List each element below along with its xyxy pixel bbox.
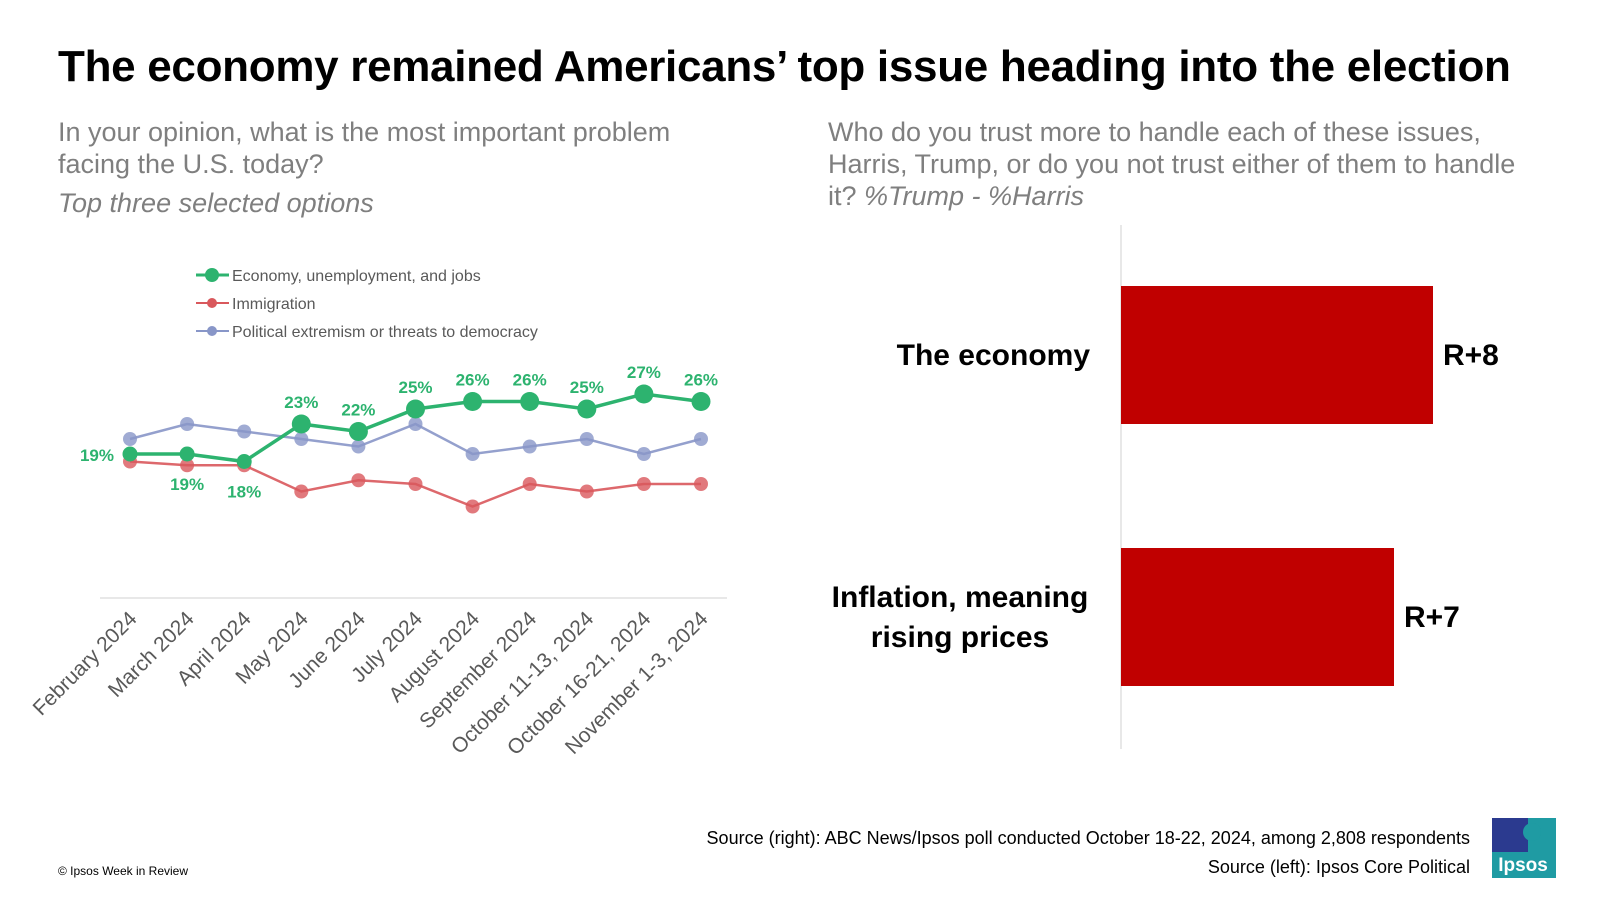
data-label-8: 25%	[570, 378, 604, 397]
bar-chart: R+8 R+7 The economy Inflation, meaning risin…	[832, 225, 1499, 749]
data-label-4: 22%	[341, 401, 375, 420]
data-label-6: 26%	[456, 371, 490, 390]
left-subtitle: Top three selected options	[58, 188, 374, 218]
series-2-point-4	[351, 439, 366, 454]
legend-label-0: Economy, unemployment, and jobs	[232, 268, 481, 285]
category-label-1-line-1: Inflation, meaning	[832, 581, 1089, 614]
data-label-1: 19%	[170, 475, 204, 494]
series-0-point-10	[691, 392, 711, 411]
series-0-point-5	[406, 399, 425, 419]
right-question-measure: %Trump - %Harris	[864, 181, 1085, 211]
left-question: In your opinion, what is the most import…	[58, 117, 671, 179]
source-right: Source (right): ABC News/Ipsos poll cond…	[706, 828, 1470, 848]
data-label-2: 18%	[227, 483, 261, 502]
right-question-text: Who do you trust more to handle each of …	[828, 117, 1516, 211]
series-0-point-2	[236, 454, 252, 469]
series-2-point-0	[123, 432, 137, 446]
data-label-7: 26%	[513, 371, 547, 390]
series-1-point-4	[351, 473, 366, 488]
logo-accent	[1492, 818, 1528, 852]
series-2-point-8	[579, 432, 594, 446]
series-0-point-9	[634, 384, 654, 404]
bar-value-label-1: R+7	[1404, 601, 1460, 634]
series-0-point-0	[122, 446, 138, 462]
data-label-0: 19%	[80, 446, 114, 465]
category-label-1: Inflation, meaning rising prices	[832, 581, 1089, 654]
bar-0	[1121, 286, 1433, 424]
category-label-1-line-2: rising prices	[871, 621, 1049, 654]
series-2-point-9	[636, 447, 651, 461]
series-0-point-8	[577, 399, 597, 419]
series-2-point-6	[465, 447, 480, 461]
series-2-point-1	[180, 417, 195, 431]
series-0-point-3	[291, 414, 311, 434]
series-2-point-5	[408, 417, 423, 431]
legend-swatch-marker-0	[205, 268, 219, 282]
source-left: Source (left): Ipsos Core Political	[1207, 857, 1470, 877]
ipsos-logo: Ipsos	[1492, 818, 1556, 878]
page-title: The economy remained Americans’ top issu…	[58, 42, 1511, 91]
logo-text: Ipsos	[1498, 855, 1548, 876]
series-1-point-3	[294, 484, 309, 499]
series-0-point-6	[463, 392, 483, 411]
series-0-point-7	[520, 392, 540, 411]
data-label-5: 25%	[398, 378, 432, 397]
series-1-point-9	[636, 477, 651, 491]
logo-dot	[1523, 823, 1541, 841]
series-1-point-1	[180, 458, 195, 473]
series-1-point-7	[522, 477, 537, 491]
line-chart: Economy, unemployment, and jobs Immigrati…	[29, 268, 727, 760]
category-label-0: The economy	[897, 339, 1091, 372]
series-1-point-8	[579, 484, 594, 499]
legend-swatch-marker-2	[207, 326, 217, 336]
legend-swatch-marker-1	[207, 298, 217, 308]
series-2-point-3	[294, 432, 309, 446]
series-1-point-5	[408, 477, 423, 491]
copyright: © Ipsos Week in Review	[58, 864, 189, 878]
series-0-point-4	[348, 422, 368, 441]
right-question: Who do you trust more to handle each of …	[828, 116, 1518, 212]
series-1-point-10	[694, 477, 708, 491]
data-label-10: 26%	[684, 371, 718, 390]
series-1-point-6	[465, 499, 480, 514]
series-0-point-1	[179, 446, 195, 462]
legend-label-2: Political extremism or threats to democr…	[232, 324, 538, 341]
series-2-point-2	[237, 424, 252, 439]
legend-label-1: Immigration	[232, 296, 316, 313]
series-2-point-10	[694, 432, 708, 446]
data-label-3: 23%	[284, 393, 318, 412]
data-label-9: 27%	[627, 363, 661, 382]
series-2-point-7	[522, 439, 537, 454]
bar-value-label-0: R+8	[1443, 339, 1499, 372]
bar-1	[1121, 548, 1394, 686]
